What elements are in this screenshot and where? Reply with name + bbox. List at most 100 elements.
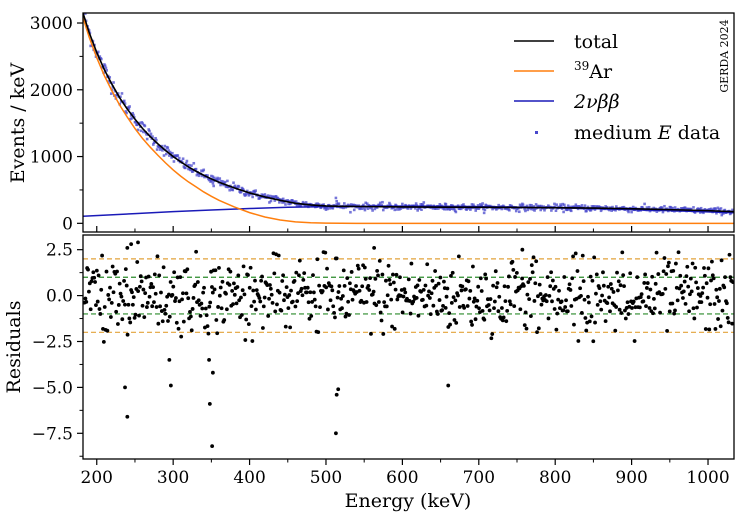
data-point <box>98 55 102 58</box>
residual-point <box>380 272 385 277</box>
residual-point <box>532 299 537 303</box>
residual-point <box>529 263 534 268</box>
residual-point <box>400 310 405 315</box>
data-point <box>692 206 695 209</box>
residual-point <box>87 289 91 294</box>
residual-outlier <box>334 431 338 436</box>
residual-point <box>333 315 337 320</box>
residual-point <box>632 339 637 343</box>
x-tick-label: 500 <box>310 468 342 488</box>
data-point <box>568 205 572 209</box>
residual-point <box>467 296 472 301</box>
residual-point <box>335 295 340 300</box>
data-point <box>286 199 290 202</box>
data-point <box>723 208 727 212</box>
residual-point <box>189 328 194 333</box>
residual-point <box>685 264 690 269</box>
data-point <box>561 202 565 206</box>
residual-point <box>227 283 232 287</box>
data-point <box>260 193 264 196</box>
residual-point <box>371 289 376 294</box>
residual-point <box>529 314 533 318</box>
residual-point <box>692 316 697 321</box>
residual-point <box>304 290 309 295</box>
residual-point <box>548 284 553 289</box>
residual-point <box>268 286 273 291</box>
residual-point <box>409 261 414 266</box>
data-point <box>420 208 423 212</box>
residual-point <box>607 295 612 300</box>
residual-point <box>682 279 687 284</box>
residual-point <box>297 273 301 278</box>
data-point <box>192 161 196 165</box>
residual-point <box>423 283 428 288</box>
data-point <box>324 208 328 211</box>
residual-point <box>678 273 683 278</box>
residual-point <box>202 285 206 290</box>
residual-point <box>343 314 348 319</box>
data-point <box>673 206 677 209</box>
data-point <box>363 208 367 212</box>
data-point <box>460 204 464 207</box>
residual-point <box>184 291 189 296</box>
residual-point <box>430 278 435 283</box>
data-point <box>698 208 701 211</box>
residual-point <box>180 297 184 302</box>
residual-point <box>275 302 279 307</box>
residual-point <box>178 275 183 280</box>
residual-point <box>688 292 692 297</box>
residual-point <box>496 309 501 314</box>
data-point <box>90 39 93 43</box>
data-point <box>215 178 219 181</box>
residual-point <box>172 270 177 275</box>
data-point <box>480 204 484 208</box>
data-point <box>655 210 659 213</box>
data-point <box>103 64 107 68</box>
residual-point <box>340 294 345 298</box>
residual-point <box>168 280 173 284</box>
data-point <box>431 207 435 210</box>
residual-point <box>543 293 548 297</box>
residual-point <box>722 285 727 290</box>
residual-point <box>591 339 596 344</box>
residual-point <box>235 285 240 289</box>
data-point <box>586 205 590 209</box>
data-point <box>356 205 360 209</box>
data-point <box>459 207 463 211</box>
residual-point <box>199 301 204 306</box>
data-point <box>381 208 385 212</box>
residual-point <box>123 302 127 307</box>
residual-point <box>710 259 714 264</box>
residual-point <box>503 299 508 304</box>
legend-label-data-e: E <box>657 122 672 144</box>
residual-point <box>191 296 196 300</box>
residual-point <box>293 304 298 309</box>
residual-point <box>376 300 381 304</box>
residual-point <box>445 286 450 291</box>
data-point <box>524 209 527 213</box>
residual-point <box>453 298 458 303</box>
data-point <box>141 122 144 125</box>
data-point <box>378 201 382 205</box>
data-point <box>287 202 290 206</box>
data-point <box>378 204 381 207</box>
residual-point <box>367 288 372 292</box>
residual-point <box>267 296 271 301</box>
residual-point <box>253 307 258 312</box>
residual-point <box>294 270 299 275</box>
residuals-panel: 2.5 0.0 −2.5 −5.0 −7.5 200 300 400 500 600 700 800… <box>3 234 735 512</box>
residual-point <box>154 305 159 309</box>
residual-point <box>584 328 589 333</box>
residual-point <box>261 304 266 309</box>
residual-point <box>586 294 590 299</box>
data-point <box>239 190 243 194</box>
residual-point <box>650 274 655 279</box>
residual-point <box>580 253 585 258</box>
residual-point <box>725 316 730 320</box>
data-point <box>149 132 153 136</box>
data-point <box>131 111 134 115</box>
residual-point <box>181 291 185 296</box>
residual-outlier <box>210 444 215 449</box>
residual-point <box>145 305 149 309</box>
residual-point <box>497 294 502 299</box>
